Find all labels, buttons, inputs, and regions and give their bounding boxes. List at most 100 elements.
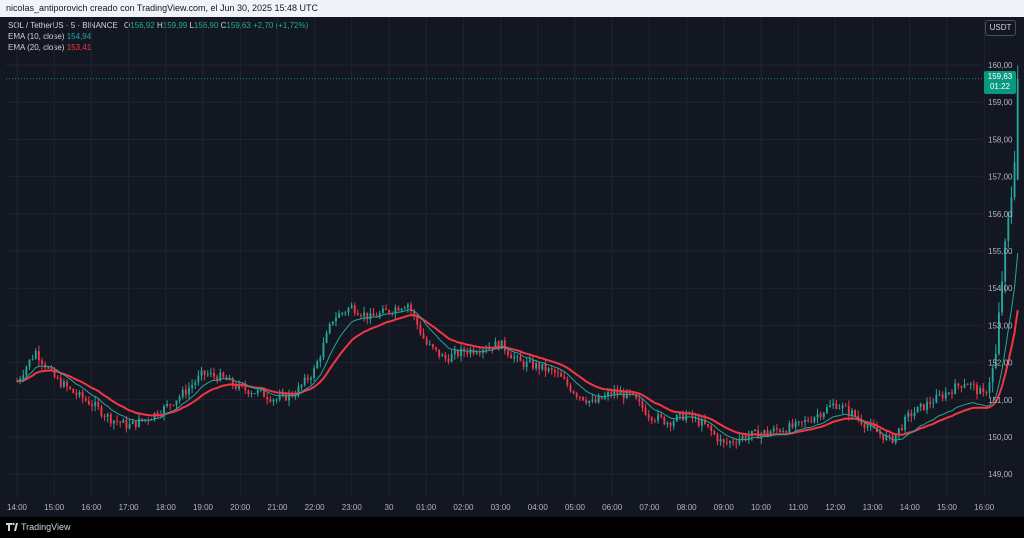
candle-body xyxy=(28,359,31,368)
candle-body xyxy=(816,414,819,418)
candle-body xyxy=(535,363,538,369)
candle-body xyxy=(316,361,319,369)
candle-body xyxy=(657,414,659,421)
candle-body xyxy=(888,435,891,437)
candle-body xyxy=(913,412,916,417)
candle-body xyxy=(510,354,513,359)
ema10-legend[interactable]: EMA (10, close) 154,94 xyxy=(8,32,91,41)
candle-body xyxy=(988,382,991,393)
candle-body xyxy=(569,385,572,392)
high-value: 159,99 xyxy=(162,21,188,30)
candle-body xyxy=(275,399,278,401)
candle-body xyxy=(919,403,922,407)
candle-body xyxy=(525,361,528,368)
close-value: 159,63 xyxy=(226,21,251,30)
candle-body xyxy=(632,393,634,395)
candle-body xyxy=(932,402,935,404)
candle-body xyxy=(413,310,416,316)
candle-body xyxy=(231,377,234,386)
candle-body xyxy=(378,312,381,318)
candle-body xyxy=(381,308,384,313)
candle-body xyxy=(372,313,375,317)
candle-body xyxy=(338,313,341,318)
candle-body xyxy=(128,423,131,429)
price-tick-label: 153,00 xyxy=(988,321,1013,330)
last-price-badge: 159,63 01:22 xyxy=(984,71,1016,94)
low-value: 156,90 xyxy=(193,21,219,30)
price-tick-label: 149,00 xyxy=(988,470,1013,479)
candle-body xyxy=(804,420,806,422)
candle-body xyxy=(772,428,775,432)
symbol-legend[interactable]: SOL / TetherUS · 5 · BINANCE O156,92 H15… xyxy=(8,21,308,30)
candle-body xyxy=(841,405,844,409)
symbol-label: SOL / TetherUS · 5 · BINANCE xyxy=(8,21,118,30)
candle-body xyxy=(91,404,93,407)
candle-body xyxy=(916,406,919,413)
candle-body xyxy=(313,368,316,379)
candle-body xyxy=(735,442,738,444)
candle-body xyxy=(810,421,813,423)
candle-body xyxy=(122,419,125,423)
candle-body xyxy=(178,396,181,401)
candle-body xyxy=(363,312,366,317)
candle-body xyxy=(328,324,331,334)
candle-body xyxy=(16,381,18,383)
candle-body xyxy=(435,347,437,350)
price-tick-label: 158,00 xyxy=(988,135,1013,144)
candle-body xyxy=(522,361,525,368)
candle-body xyxy=(350,305,353,309)
price-axis: 160,00 159,00 158,00 157,00 156,00 155,00 154,… xyxy=(988,61,1013,479)
candle-body xyxy=(566,378,569,386)
candle-body xyxy=(538,363,541,370)
candle-body xyxy=(19,378,22,382)
candle-body xyxy=(322,342,325,358)
candle-body xyxy=(985,391,988,393)
time-tick-label: 07:00 xyxy=(639,503,660,512)
candle-body xyxy=(1016,78,1019,180)
ema20-legend[interactable]: EMA (20, close) 153,41 xyxy=(8,43,91,52)
candle-body xyxy=(181,389,184,397)
candle-body xyxy=(704,419,706,425)
time-tick-label: 14:00 xyxy=(900,503,921,512)
candle-body xyxy=(922,403,925,411)
candle-body xyxy=(854,410,857,416)
time-tick-label: 23:00 xyxy=(342,503,363,512)
ema20-label: EMA (20, close) xyxy=(8,43,65,52)
time-tick-label: 18:00 xyxy=(156,503,177,512)
candle-body xyxy=(194,382,197,386)
candle-body xyxy=(366,312,369,320)
candle-body xyxy=(310,378,312,380)
candle-body xyxy=(738,439,741,444)
candle-body xyxy=(400,308,403,311)
candle-body xyxy=(41,360,43,365)
currency-button[interactable]: USDT xyxy=(985,20,1016,36)
candle-body xyxy=(450,354,453,362)
candle-body xyxy=(81,392,84,399)
candle-body xyxy=(700,419,703,426)
candle-body xyxy=(250,393,253,395)
candle-body xyxy=(663,416,666,425)
candle-body xyxy=(1004,240,1007,282)
candle-body xyxy=(779,429,781,433)
candle-body xyxy=(303,377,306,385)
high-label: H xyxy=(156,21,163,30)
candle-body xyxy=(766,430,769,434)
time-tick-label: 19:00 xyxy=(193,503,214,512)
candle-body xyxy=(666,422,669,425)
candle-body xyxy=(785,431,788,433)
candle-body xyxy=(528,360,531,362)
candle-body xyxy=(441,354,444,357)
candle-body xyxy=(963,384,966,388)
candle-body xyxy=(172,405,175,407)
candle-body xyxy=(935,394,938,403)
candle-body xyxy=(188,387,190,395)
time-tick-label: 16:00 xyxy=(81,503,102,512)
candle-body xyxy=(475,352,478,354)
candle-body xyxy=(253,393,256,395)
candle-body xyxy=(954,383,957,395)
candle-body xyxy=(516,356,519,358)
candle-body xyxy=(553,369,556,373)
candle-body xyxy=(838,408,841,410)
candle-body xyxy=(938,394,941,396)
